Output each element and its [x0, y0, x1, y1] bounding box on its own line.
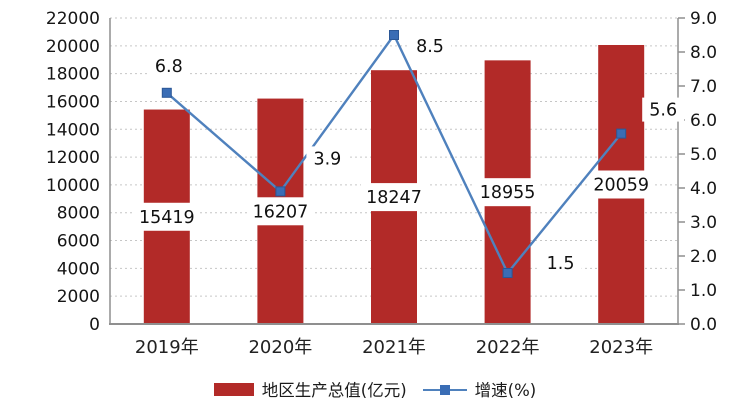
bar-value-label-bg	[474, 178, 541, 207]
x-axis-category-label: 2023年	[589, 337, 653, 358]
right-axis-tick-label: 9.0	[690, 9, 717, 29]
left-axis-tick-label: 2000	[57, 287, 100, 307]
left-axis-tick-label: 22000	[46, 9, 100, 29]
right-axis-tick-label: 6.0	[690, 111, 717, 131]
legend-bar-swatch-icon	[213, 382, 254, 396]
bar-value-label-bg	[133, 202, 200, 231]
right-axis-tick-label: 2.0	[690, 247, 717, 267]
left-axis-tick-label: 6000	[57, 232, 100, 252]
line-value-label: 6.8	[155, 57, 183, 77]
bar-value-label: 15419	[139, 208, 195, 228]
legend-line-swatch-icon	[422, 383, 467, 396]
line-value-label: 8.5	[416, 37, 444, 57]
x-axis-category-label: 2020年	[248, 337, 312, 358]
bar-value-label-bg	[247, 197, 314, 226]
left-axis-tick-label: 12000	[46, 148, 100, 168]
right-axis-tick-label: 4.0	[690, 179, 717, 199]
bar-value-label-bg	[361, 183, 427, 212]
right-axis-tick-label: 3.0	[690, 213, 717, 233]
bar-value-label: 18955	[480, 183, 536, 203]
line-point-marker-icon	[389, 30, 399, 40]
left-axis-tick-label: 18000	[46, 65, 100, 85]
left-axis-tick-label: 4000	[57, 259, 100, 279]
bar-value-label: 20059	[593, 175, 649, 195]
left-axis-tick-label: 14000	[46, 120, 100, 140]
right-axis-tick-label: 5.0	[690, 145, 717, 165]
line-value-label: 1.5	[547, 254, 575, 274]
x-axis-category-label: 2019年	[135, 337, 199, 358]
left-axis-tick-label: 8000	[57, 204, 100, 224]
line-point-marker-icon	[616, 128, 627, 139]
left-axis-tick-label: 10000	[46, 176, 100, 196]
line-value-label-bg	[539, 251, 582, 275]
line-value-label: 3.9	[313, 149, 341, 169]
right-axis-tick-label: 8.0	[690, 43, 717, 63]
line-value-label-bg	[409, 34, 451, 58]
x-axis-category-label: 2021年	[362, 337, 426, 358]
bar-value-label-bg	[588, 170, 655, 199]
line-value-label-bg	[642, 97, 685, 122]
legend: 地区生产总值(亿元) 增速(%)	[0, 374, 750, 404]
legend-line-label: 增速(%)	[474, 381, 537, 400]
line-point-marker-icon	[502, 268, 513, 278]
left-axis-tick-label: 20000	[46, 37, 100, 57]
line-point-marker-icon	[161, 87, 172, 98]
left-axis-tick-label: 0	[89, 315, 100, 335]
legend-bar-label: 地区生产总值(亿元)	[261, 381, 407, 400]
right-axis-tick-label: 7.0	[690, 77, 717, 97]
legend-line-marker-icon	[439, 384, 450, 395]
plot-area: 0 2000 4000 6000 8000 10000 12000 14000 16000 180…	[46, 9, 717, 358]
line-value-label-bg	[306, 146, 349, 171]
bar-value-label: 16207	[253, 202, 309, 222]
line-value-label-bg	[147, 53, 190, 78]
left-axis-tick-label: 16000	[46, 92, 100, 112]
bar-value-label: 18247	[366, 188, 422, 208]
line-point-marker-icon	[275, 186, 286, 197]
right-axis-tick-label: 0.0	[690, 315, 717, 335]
right-axis-tick-label: 1.0	[690, 281, 717, 301]
line-value-label: 5.6	[649, 101, 677, 121]
x-axis-category-label: 2022年	[476, 337, 540, 358]
